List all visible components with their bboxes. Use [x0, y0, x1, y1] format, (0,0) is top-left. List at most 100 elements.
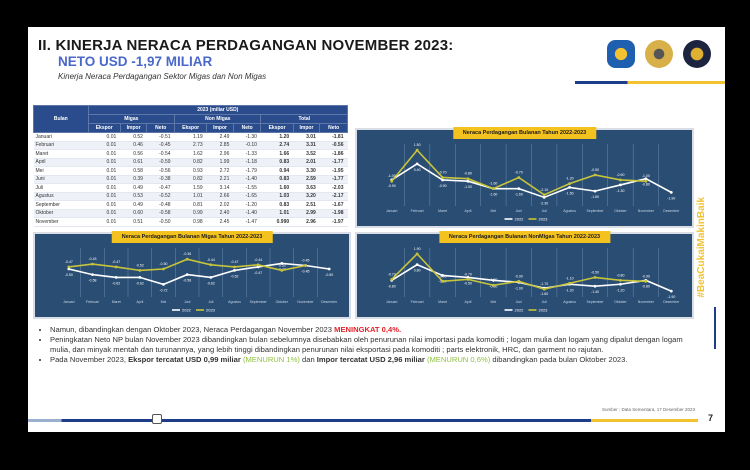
data-point [91, 262, 94, 266]
value-cell: 2.99 [293, 209, 320, 218]
data-point [644, 177, 648, 181]
value-cell: 1.01 [260, 209, 294, 218]
value-cell: 0.58 [120, 166, 147, 176]
x-tick-label: Agustus [228, 300, 241, 304]
playback-slider-handle[interactable] [152, 414, 162, 424]
table-row: April 0.01 0.61 -0.59 0.82 1.99 -1.18 0.83 2.01-… [33, 158, 348, 167]
month-cell: Mei [33, 166, 89, 176]
group-header: Migas [87, 114, 176, 124]
value-cell: 1.99 [206, 158, 234, 167]
data-label: -1.50 [566, 191, 574, 195]
import-value: Impor tercatat USD 2,96 miliar [316, 355, 425, 364]
value-cell: 1.20 [260, 132, 294, 142]
x-tick-label: Maret [438, 300, 447, 304]
side-divider [714, 307, 716, 349]
data-label: -0.52 [136, 263, 144, 267]
data-point [114, 276, 118, 279]
data-label: -1.60 [515, 193, 523, 197]
value-cell: 0.01 [88, 149, 121, 159]
data-point [415, 252, 419, 256]
value-cell: -0.48 [146, 200, 175, 210]
slide-caption: Kinerja Neraca Perdagangan Sektor Migas … [58, 72, 267, 81]
export-change: (MENURUN 1%) [242, 355, 300, 364]
value-cell: -1.40 [233, 209, 261, 218]
x-tick-label: Desember [663, 209, 680, 213]
data-label: 1.50 [414, 143, 421, 147]
value-cell: -0.47 [146, 183, 175, 193]
column-header: Impor [119, 123, 148, 133]
month-cell: September [33, 200, 89, 210]
data-label: -1.20 [566, 177, 574, 181]
hashtag: #BeaCukaiMakinBaik [696, 197, 707, 298]
data-point [209, 276, 213, 279]
x-tick-label: Oktober [614, 300, 627, 304]
month-cell: Maret [33, 149, 89, 159]
data-label: -1.00 [642, 174, 650, 178]
data-point [669, 190, 673, 194]
data-label: -0.90 [515, 274, 523, 278]
data-point [619, 282, 622, 286]
value-cell: -1.55 [233, 183, 261, 193]
data-point [593, 276, 597, 279]
data-point [619, 183, 622, 187]
data-point [256, 265, 260, 269]
data-point [517, 279, 521, 283]
value-cell: 0.53 [120, 192, 147, 201]
value-cell: -1.77 [319, 158, 348, 167]
data-point [568, 186, 572, 189]
value-cell: -1.47 [233, 217, 261, 227]
value-cell: 0.49 [120, 200, 147, 210]
data-point [593, 173, 597, 177]
legend-label: 2022 [515, 217, 525, 222]
data-label: -0.36 [183, 252, 191, 256]
column-header: Impor [292, 123, 321, 133]
data-point [517, 176, 521, 179]
table-row: Januari 0.01 0.52 -0.51 1.19 2.49 -1.30 1.20 3.0… [33, 132, 348, 142]
data-label: -0.70 [464, 272, 472, 276]
mascot-logo-icon [683, 40, 711, 68]
value-cell: 2.66 [206, 192, 234, 201]
series-line-2022 [68, 262, 330, 286]
data-label: -1.30 [489, 278, 497, 282]
value-cell: 3.63 [293, 183, 320, 193]
total-balance-chart: Neraca Perdagangan Bulanan Tahun 2022-20… [355, 127, 694, 228]
x-tick-label: Desember [321, 300, 338, 304]
chart-title: Neraca Perdagangan Bulanan NonMigas Tahu… [438, 231, 611, 243]
year-header: 2023 (miliar USD) [87, 105, 349, 115]
bullet-item: Namun, dibandingkan dengan Oktober 2023,… [50, 325, 703, 335]
data-point [441, 279, 444, 283]
value-cell: 0.82 [174, 175, 207, 184]
legend-label: 2022 [515, 308, 525, 313]
x-tick-label: April [464, 209, 471, 213]
data-point [542, 195, 546, 199]
data-label: -0.58 [89, 279, 97, 283]
value-cell: 2.74 [260, 141, 294, 150]
value-cell: 0.46 [120, 141, 147, 150]
migas-balance-chart: Neraca Perdagangan Bulanan Migas Tahun 2… [33, 231, 351, 319]
data-label: -0.47 [231, 260, 239, 264]
table-row: Februari 0.01 0.46 -0.45 2.73 2.85 -0.10 2.74 3.… [33, 141, 348, 150]
data-point [67, 267, 71, 271]
value-cell: -1.95 [319, 166, 348, 176]
data-point [304, 264, 307, 267]
data-label: 0.40 [414, 168, 421, 172]
value-cell: 0.01 [88, 141, 121, 150]
x-tick-label: Mei [161, 300, 167, 304]
value-cell: 2.02 [206, 200, 234, 210]
data-label: -0.45 [302, 270, 310, 274]
value-cell: 1.60 [260, 183, 294, 193]
slide-subtitle: NETO USD -1,97 MILIAR [58, 54, 213, 69]
page-number: 7 [707, 413, 713, 423]
value-cell: 3.14 [206, 183, 234, 193]
value-cell: 1.66 [260, 149, 294, 159]
data-label: -0.47 [65, 260, 73, 264]
value-cell: -1.67 [319, 200, 348, 210]
x-tick-label: Februari [411, 300, 424, 304]
value-cell: 3.30 [293, 166, 320, 176]
data-point [138, 276, 142, 279]
value-cell: 0.49 [120, 183, 147, 193]
data-point [91, 273, 94, 276]
source-note: Sumber : Data Sementara, 17 Desember 202… [601, 407, 695, 412]
x-tick-label: November [297, 300, 314, 304]
data-point [390, 179, 394, 183]
